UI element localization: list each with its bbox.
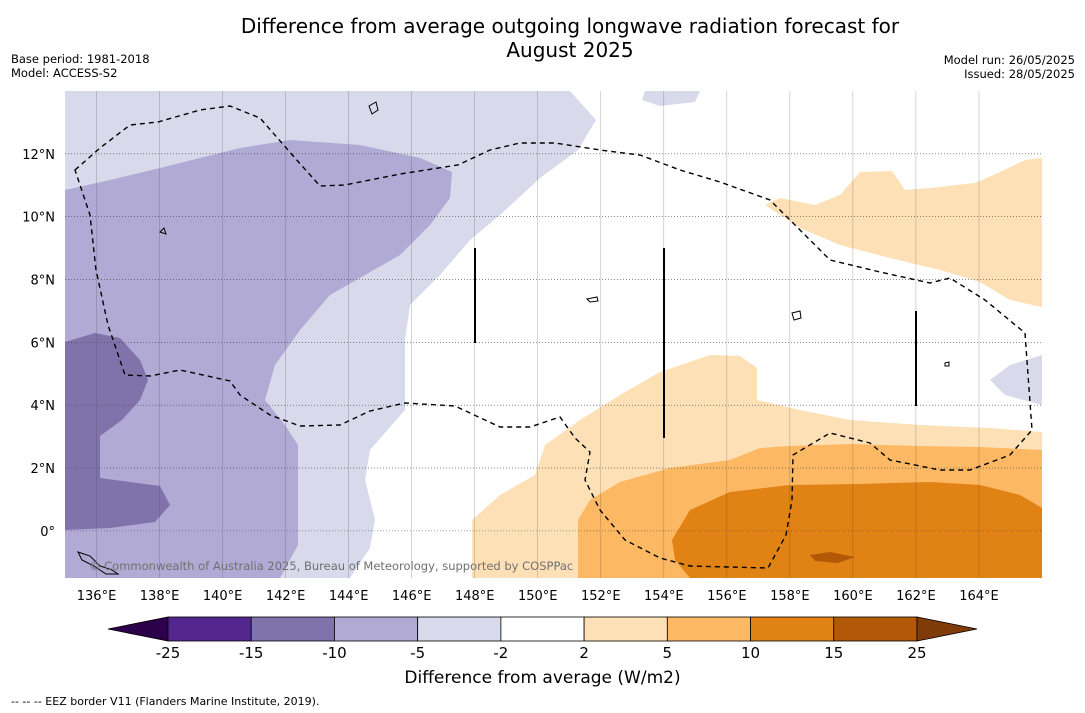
title-line-2: August 2025	[506, 38, 634, 62]
island-outline	[368, 101, 379, 115]
island-outline	[791, 310, 802, 321]
x-tick-label: 164°E	[959, 589, 999, 604]
x-tick-label: 156°E	[707, 589, 747, 604]
islands	[77, 101, 950, 575]
colorbar-tick-label: 5	[663, 644, 673, 662]
x-tick-label: 150°E	[518, 589, 558, 604]
chart-title: Difference from average outgoing longwav…	[0, 14, 1085, 62]
colorbar-tick-label: -10	[322, 644, 347, 662]
colorbar-tick-label: -2	[493, 644, 508, 662]
contour-patch-right	[990, 355, 1042, 405]
x-tick-label: 148°E	[455, 589, 495, 604]
x-tick-label: 136°E	[77, 589, 117, 604]
contour-minus15-to-minus10	[65, 333, 170, 530]
island-outline	[585, 296, 599, 303]
colorbar-tick-label: -15	[239, 644, 264, 662]
y-tick-label: 8°N	[31, 274, 56, 289]
colorbar-segment	[833, 616, 918, 642]
colorbar-segment	[250, 616, 335, 642]
island-outline	[159, 227, 167, 235]
y-tick-label: 4°N	[31, 399, 56, 414]
x-tick-label: 160°E	[833, 589, 873, 604]
colorbar-tick-label: -25	[156, 644, 181, 662]
contour-10-to-15	[672, 482, 1042, 578]
colorbar-tick-label: -5	[410, 644, 425, 662]
meta-left: Base period: 1981-2018 Model: ACCESS-S2	[11, 52, 150, 80]
contour-minus10-to-minus5	[65, 140, 452, 578]
y-tick-label: 12°N	[22, 148, 55, 163]
x-tick-label: 158°E	[770, 589, 810, 604]
colorbar-tick-label: 25	[907, 644, 926, 662]
colorbar: -25 -15 -10 -5 -2 2 5 10 15 25	[107, 616, 978, 662]
meridian-markers	[474, 248, 917, 438]
gridlines	[65, 91, 1042, 578]
contour-2-to-5-northeast	[765, 158, 1042, 307]
island-outline	[77, 551, 120, 575]
x-tick-label: 138°E	[140, 589, 180, 604]
island-outline	[944, 361, 950, 367]
x-tick-label: 154°E	[644, 589, 684, 604]
copyright-text: © Commonwealth of Australia 2025, Bureau…	[89, 559, 573, 573]
colorbar-segment	[500, 616, 585, 642]
colorbar-tick-label: 2	[579, 644, 589, 662]
base-period-text: Base period: 1981-2018	[11, 52, 150, 66]
x-tick-labels: 136°E 138°E 140°E 142°E 144°E 146°E 148°E 150°E…	[77, 589, 999, 604]
title-line-1: Difference from average outgoing longwav…	[240, 14, 900, 38]
colorbar-segment	[167, 616, 252, 642]
x-tick-label: 140°E	[203, 589, 243, 604]
colorbar-tick-label: 15	[824, 644, 843, 662]
eez-note: -- -- -- EEZ border V11 (Flanders Marine…	[11, 695, 320, 708]
model-run-text: Model run: 26/05/2025	[943, 53, 1075, 67]
y-tick-label: 0°	[40, 525, 55, 540]
colorbar-segment	[750, 616, 835, 642]
x-tick-label: 162°E	[896, 589, 936, 604]
colorbar-segment	[334, 616, 419, 642]
y-tick-labels: 12°N 10°N 8°N 6°N 4°N 2°N 0°	[22, 148, 55, 540]
model-text: Model: ACCESS-S2	[11, 66, 118, 80]
y-tick-label: 2°N	[31, 462, 56, 477]
colorbar-extend-over	[916, 616, 978, 642]
colorbar-segment	[583, 616, 668, 642]
y-tick-label: 10°N	[22, 211, 55, 226]
x-tick-label: 146°E	[392, 589, 432, 604]
x-tick-label: 142°E	[266, 589, 306, 604]
meta-right: Model run: 26/05/2025 Issued: 28/05/2025	[944, 53, 1075, 81]
colorbar-segment	[417, 616, 502, 642]
colorbar-tick-label: 10	[741, 644, 760, 662]
y-tick-label: 6°N	[31, 336, 56, 351]
contour-patch-top	[642, 91, 700, 106]
colorbar-label: Difference from average (W/m2)	[404, 668, 681, 688]
colorbar-segment	[666, 616, 751, 642]
x-tick-label: 144°E	[329, 589, 369, 604]
contour-fills	[65, 91, 1042, 578]
eez-border	[74, 105, 1033, 569]
issued-text: Issued: 28/05/2025	[964, 67, 1075, 81]
x-tick-label: 152°E	[581, 589, 621, 604]
contour-15-to-25	[810, 552, 855, 563]
colorbar-extend-under	[107, 616, 169, 642]
